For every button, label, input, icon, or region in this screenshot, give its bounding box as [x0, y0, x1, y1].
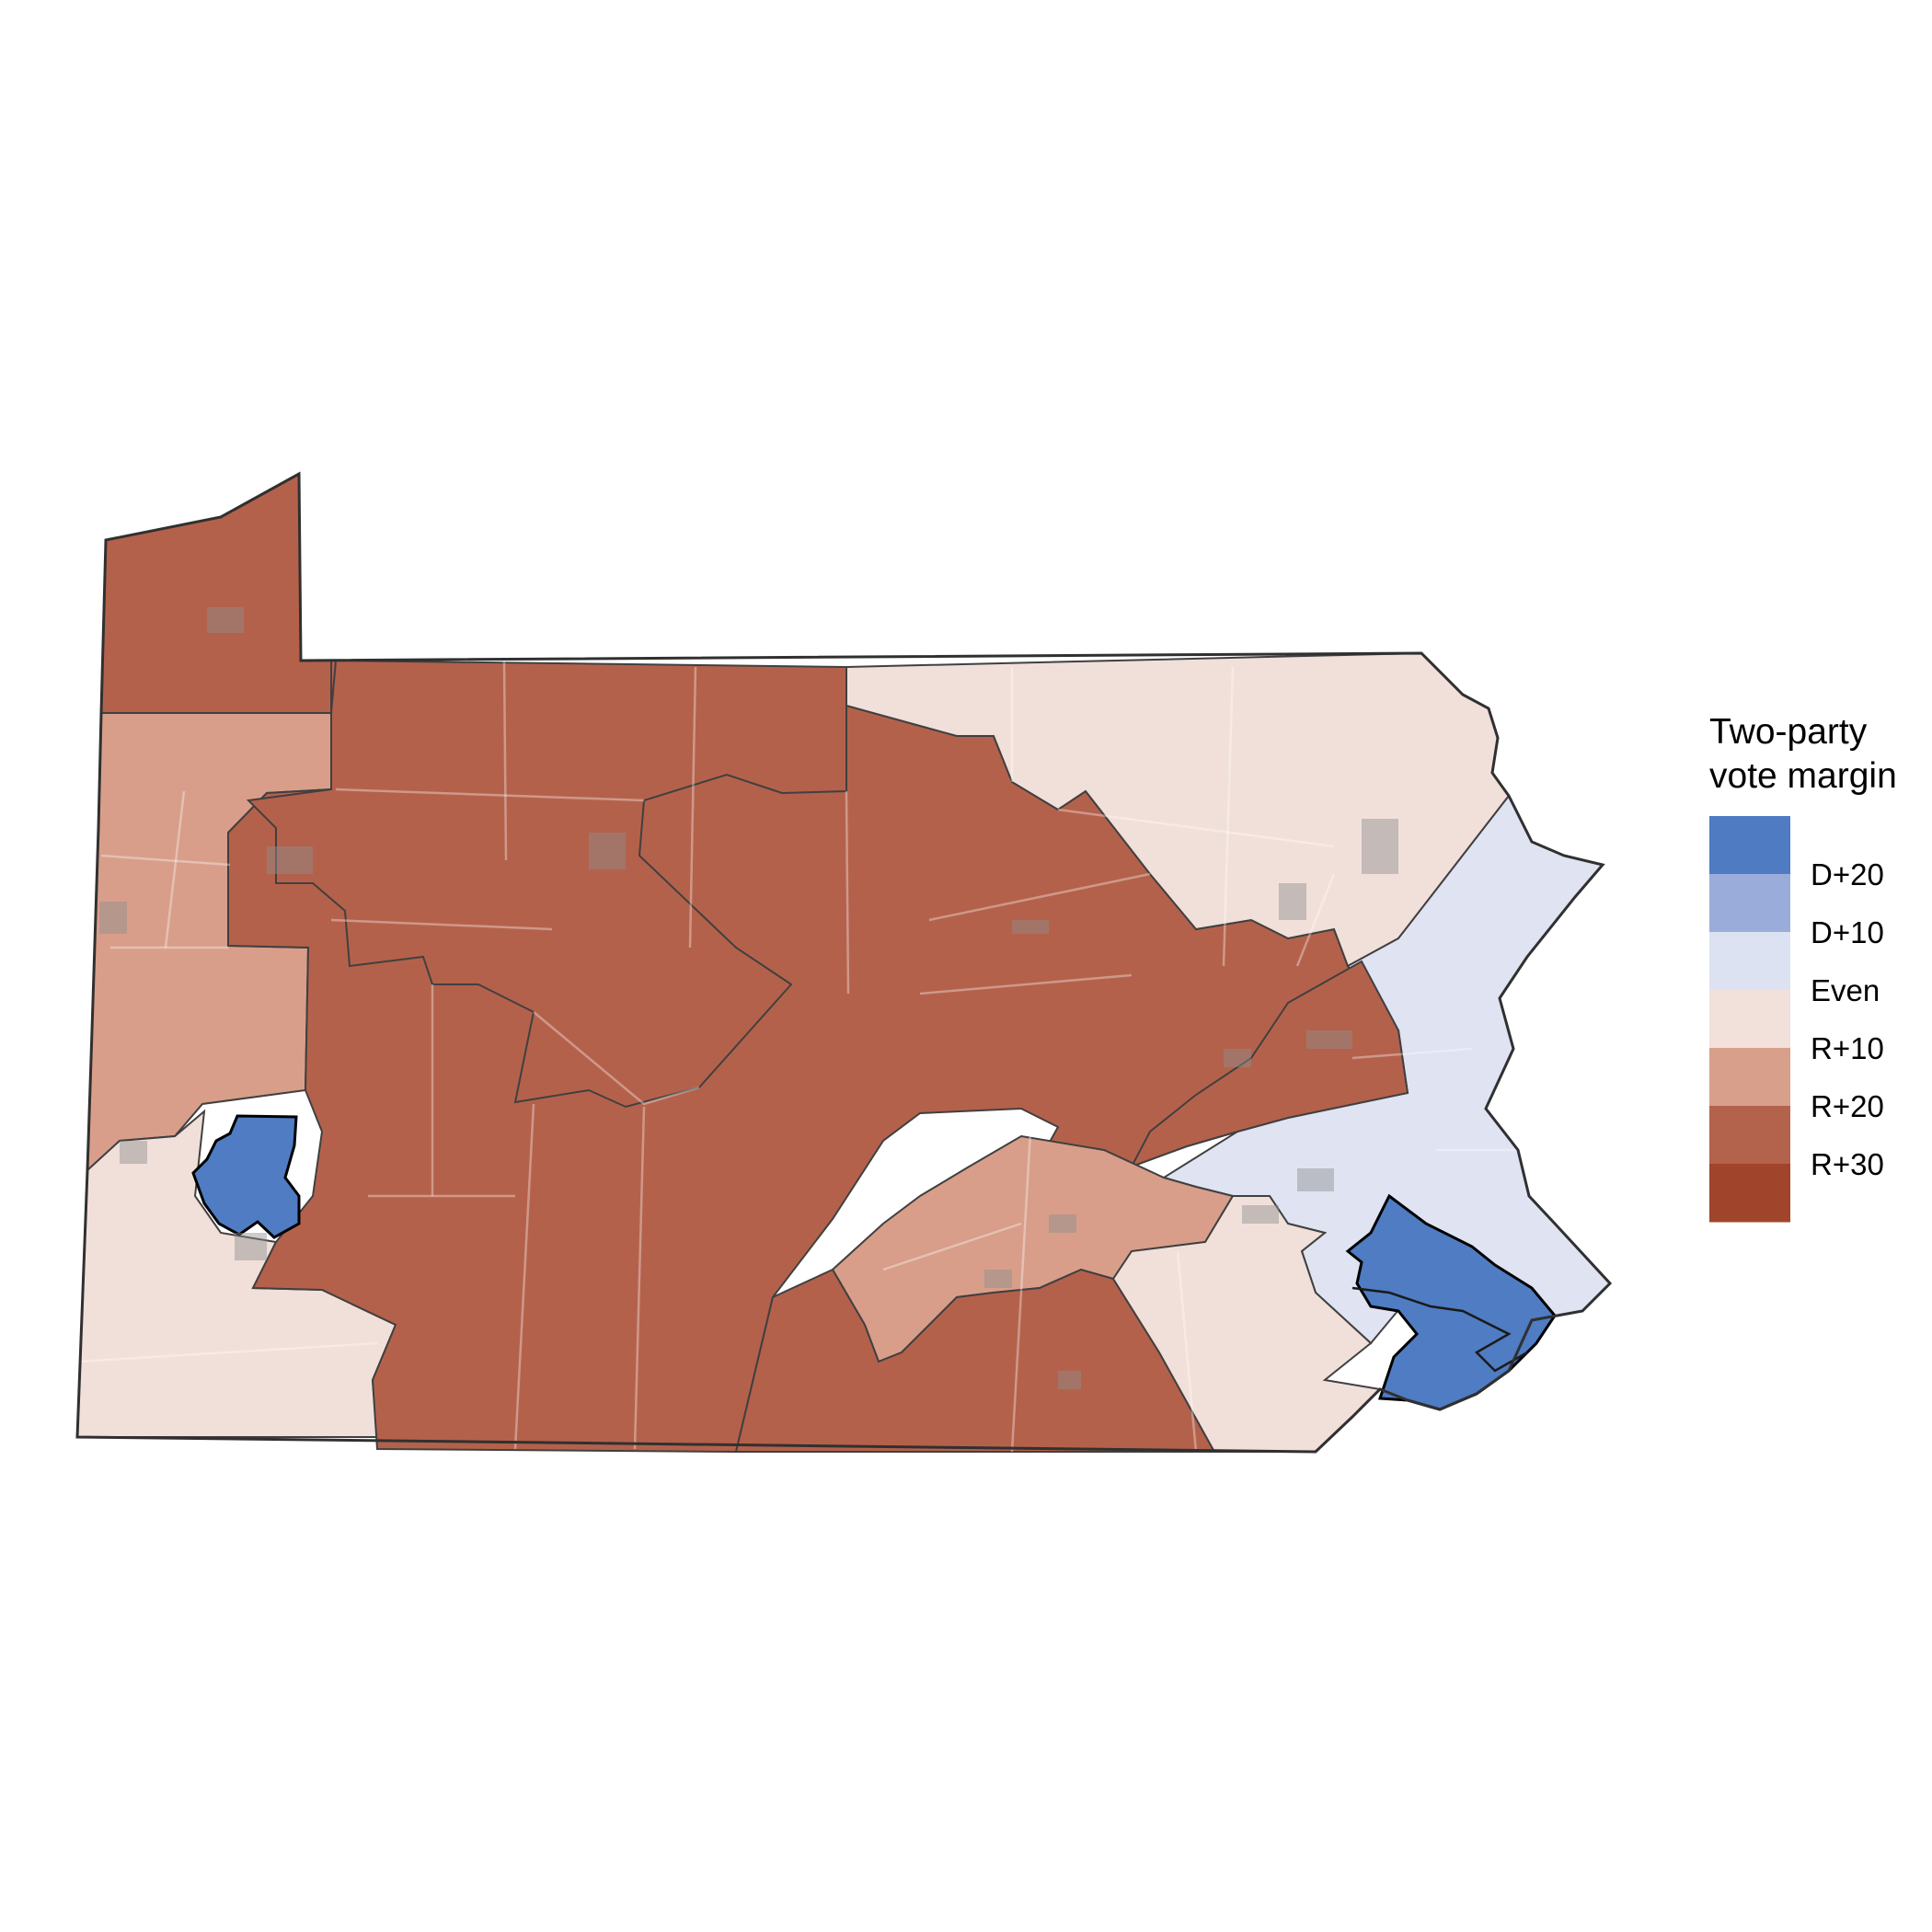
legend-title-line2: vote margin: [1709, 756, 1897, 796]
legend-swatch-4: [1709, 1048, 1790, 1107]
legend-label-3: R+10: [1811, 1031, 1884, 1065]
legend-label-0: D+20: [1811, 857, 1884, 891]
district-north-central: [246, 659, 847, 1109]
legend: Two-party vote margin D+20 D+10 Even R+10 R+…: [1709, 712, 1897, 1223]
legend-label-4: R+20: [1811, 1089, 1884, 1123]
legend-labels: D+20 D+10 Even R+10 R+20 R+30: [1811, 857, 1884, 1181]
legend-swatch-3: [1709, 990, 1790, 1049]
district-lehigh: [1129, 960, 1409, 1168]
legend-swatch-1: [1709, 874, 1790, 933]
legend-label-5: R+30: [1811, 1147, 1884, 1181]
legend-swatch-2: [1709, 932, 1790, 991]
state-outline: [75, 471, 1613, 1454]
urban-overlay: [99, 607, 1398, 1389]
legend-swatch-0: [1709, 816, 1790, 875]
legend-title-line1: Two-party: [1709, 712, 1868, 752]
county-lines: [77, 660, 1518, 1453]
pennsylvania-district-map: [75, 471, 1613, 1454]
legend-label-1: D+10: [1811, 915, 1884, 949]
legend-swatch-5: [1709, 1106, 1790, 1165]
legend-swatch-6: [1709, 1164, 1790, 1223]
philly-inner-boundary: [1351, 1286, 1528, 1373]
legend-label-2: Even: [1811, 973, 1880, 1007]
district-pittsburgh: [191, 1114, 301, 1239]
legend-swatches: [1709, 816, 1790, 1223]
